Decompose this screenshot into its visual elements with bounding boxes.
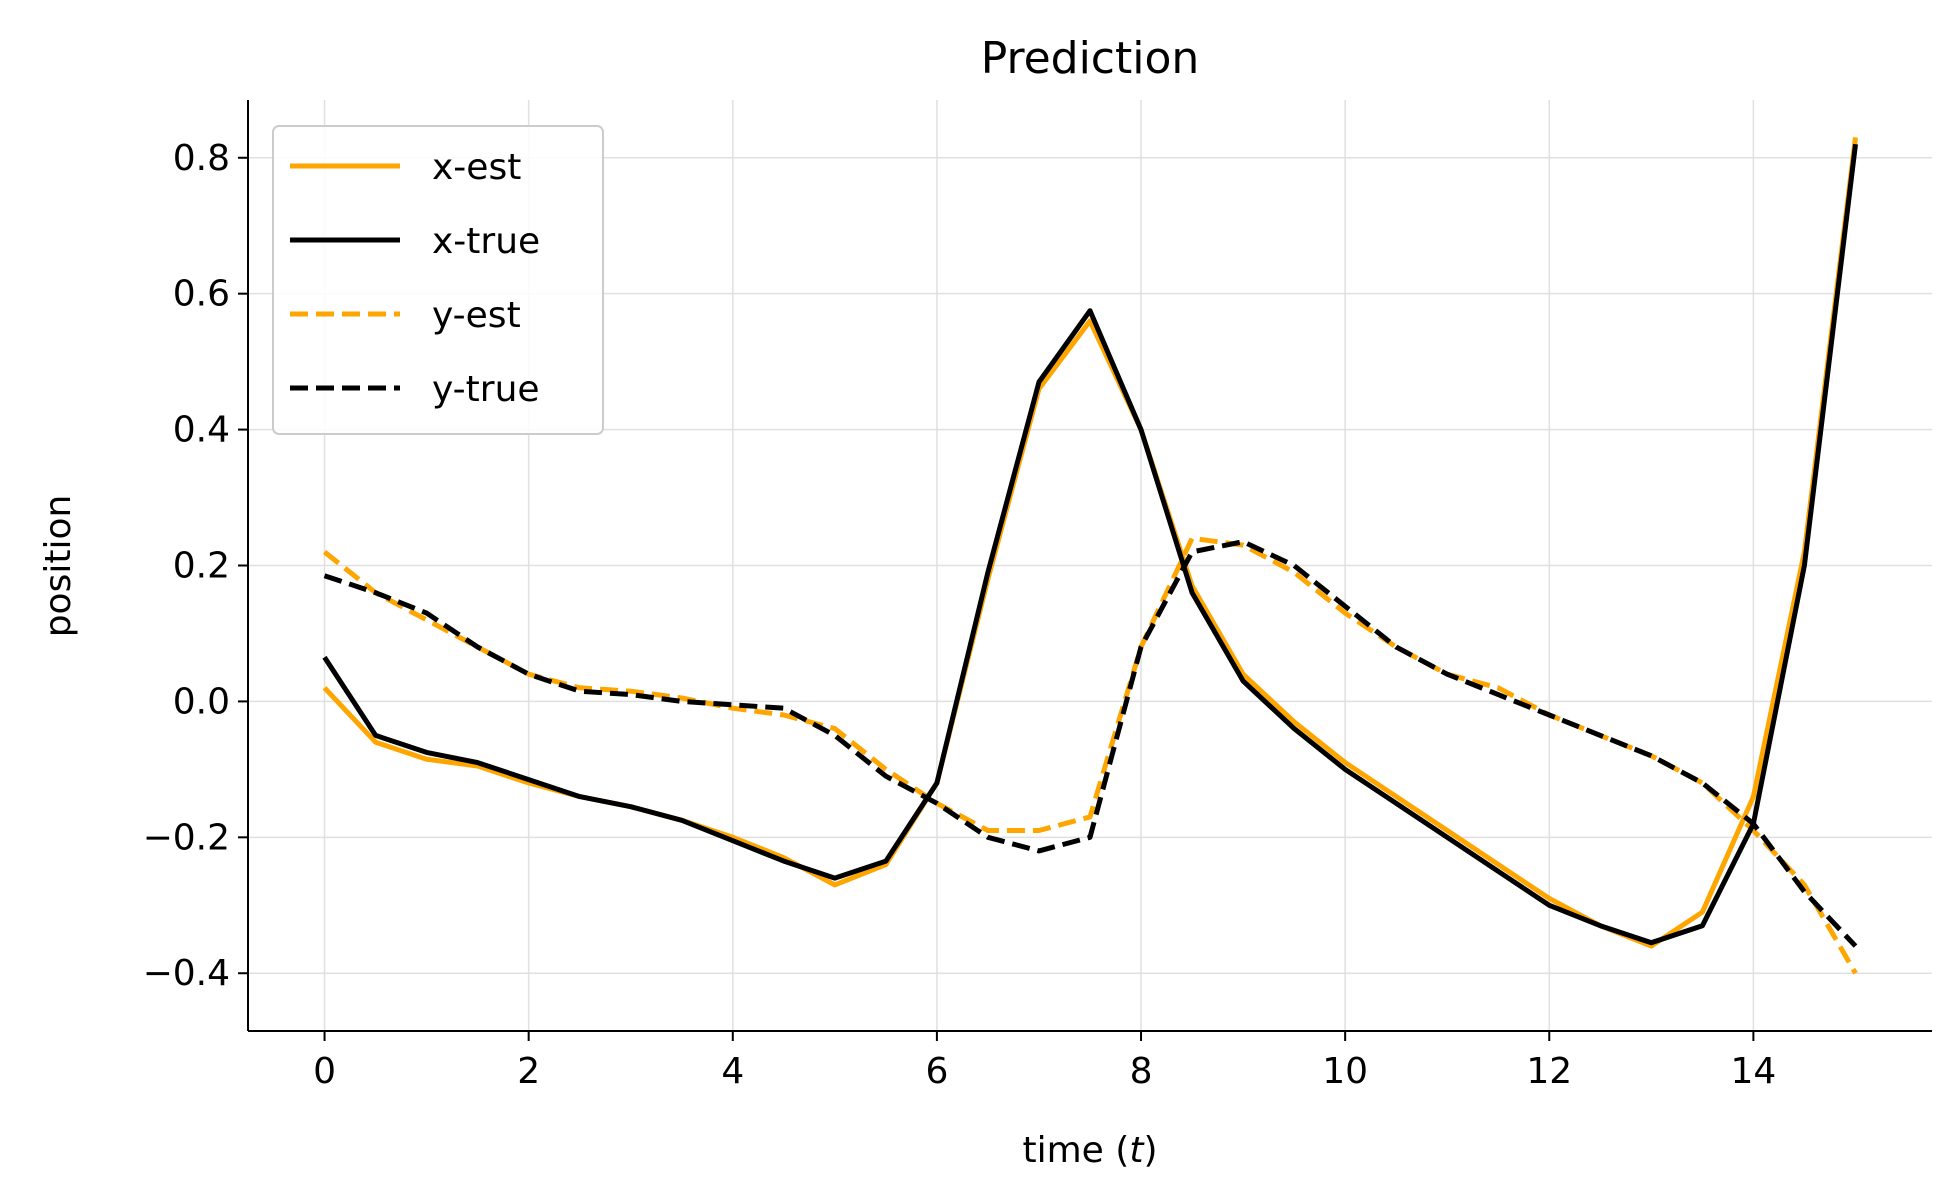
- legend-label-x-true: x-true: [432, 221, 540, 262]
- x-tick-label: 0: [313, 1051, 336, 1092]
- legend-label-y-true: y-true: [432, 369, 540, 410]
- series-line-y-true: [323, 539, 1858, 948]
- legend-label-y-est: y-est: [432, 295, 521, 336]
- chart-title: Prediction: [981, 33, 1200, 84]
- legend: x-est x-true y-est y-true: [272, 125, 604, 435]
- x-tick-label: 10: [1322, 1051, 1368, 1092]
- x-tick-label: 4: [721, 1051, 744, 1092]
- x-axis-label-variable: t: [1129, 1130, 1145, 1171]
- series-lines: [322, 137, 1858, 975]
- series-line-x-true: [322, 143, 1858, 946]
- ticks: 0 2 4 6 8 10 12 14 0.8 0.6 0.4 0.2 0.0 −0.2 −0.4: [143, 138, 1777, 1092]
- x-axis-label: time (t): [1023, 1130, 1158, 1171]
- legend-frame: [272, 125, 604, 435]
- x-tick-label: 12: [1526, 1051, 1572, 1092]
- y-tick-label: −0.4: [143, 953, 230, 994]
- y-tick-label: 0.6: [173, 274, 230, 315]
- y-tick-label: 0.8: [173, 138, 230, 179]
- y-tick-label: 0.4: [173, 410, 230, 451]
- y-axis-label: position: [38, 495, 79, 638]
- x-axis-label-close: ): [1143, 1130, 1157, 1171]
- x-tick-label: 14: [1730, 1051, 1776, 1092]
- y-tick-label: −0.2: [143, 817, 230, 858]
- legend-label-x-est: x-est: [432, 147, 521, 188]
- x-tick-label: 2: [517, 1051, 540, 1092]
- series-line-y-est: [322, 535, 1858, 975]
- x-tick-label: 6: [925, 1051, 948, 1092]
- y-tick-label: 0.0: [173, 681, 230, 722]
- x-tick-label: 8: [1130, 1051, 1153, 1092]
- y-tick-label: 0.2: [173, 546, 230, 587]
- x-axis-label-text: time (: [1023, 1130, 1130, 1171]
